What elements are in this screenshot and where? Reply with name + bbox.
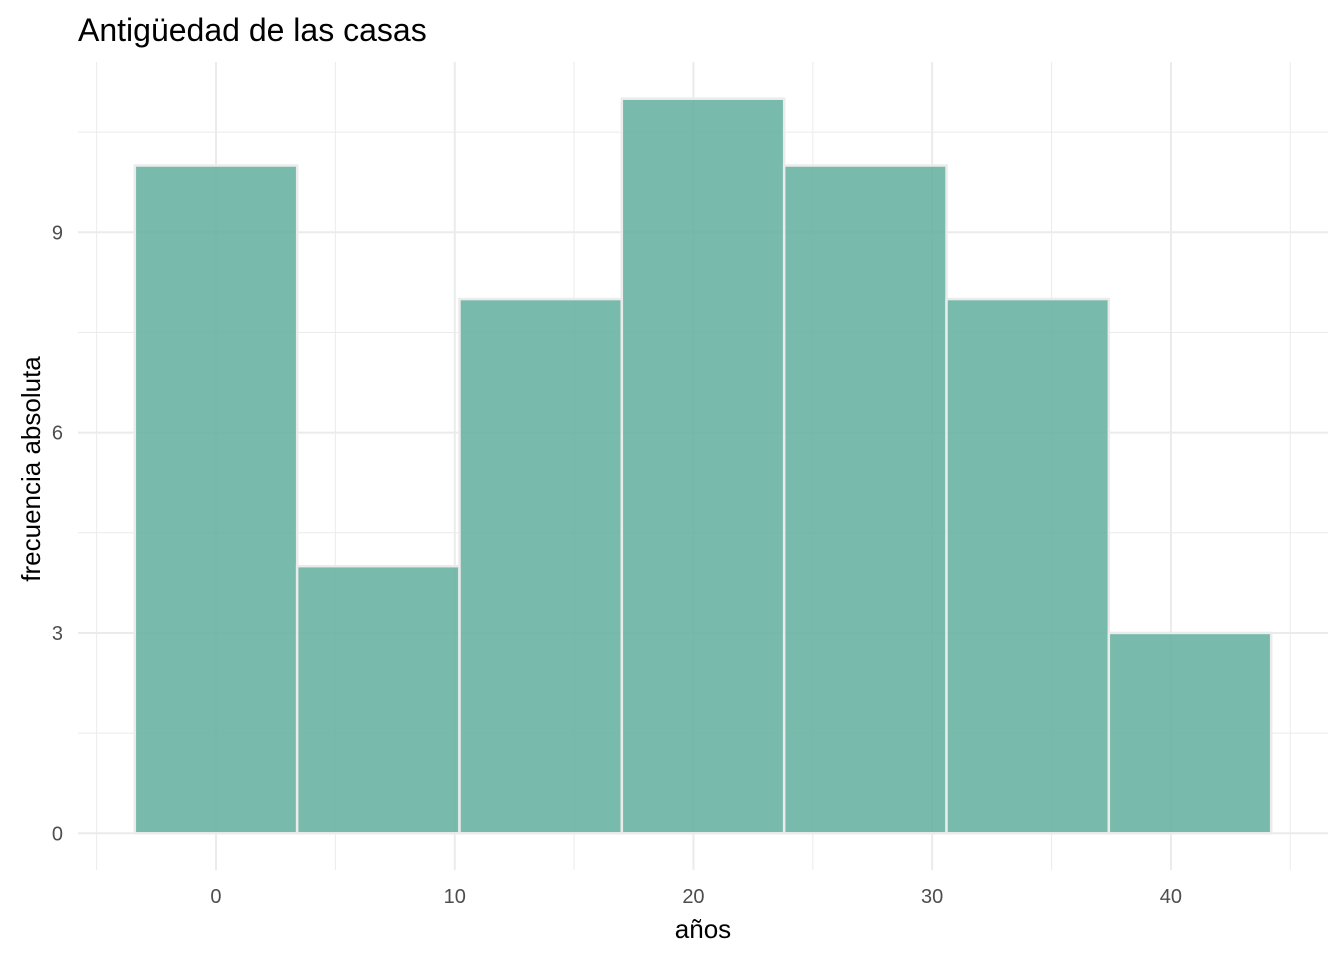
- histogram-bar-3: [458, 297, 624, 835]
- histogram-bar-4: [620, 97, 786, 835]
- y-tick-label: 9: [52, 222, 63, 244]
- bars: [133, 97, 1273, 835]
- x-tick-label: 20: [682, 886, 704, 908]
- x-axis-title: años: [675, 914, 731, 944]
- chart-title: Antigüedad de las casas: [78, 12, 427, 48]
- histogram-bar-5: [782, 164, 948, 835]
- histogram-bar-1: [133, 164, 299, 835]
- histogram-bar-6: [945, 297, 1111, 835]
- y-axis-title: frecuencia absoluta: [16, 356, 46, 582]
- x-tick-label: 0: [210, 886, 221, 908]
- y-tick-label: 6: [52, 423, 63, 445]
- y-tick-label: 0: [52, 823, 63, 845]
- histogram-bar-2: [295, 564, 461, 835]
- x-tick-labels: 0 10 20 30 40: [210, 886, 1182, 908]
- x-tick-label: 10: [444, 886, 466, 908]
- y-tick-label: 3: [52, 623, 63, 645]
- x-tick-label: 40: [1160, 886, 1182, 908]
- histogram-bar-7: [1107, 631, 1273, 835]
- x-tick-label: 30: [921, 886, 943, 908]
- y-tick-labels: 0 3 6 9: [52, 222, 63, 845]
